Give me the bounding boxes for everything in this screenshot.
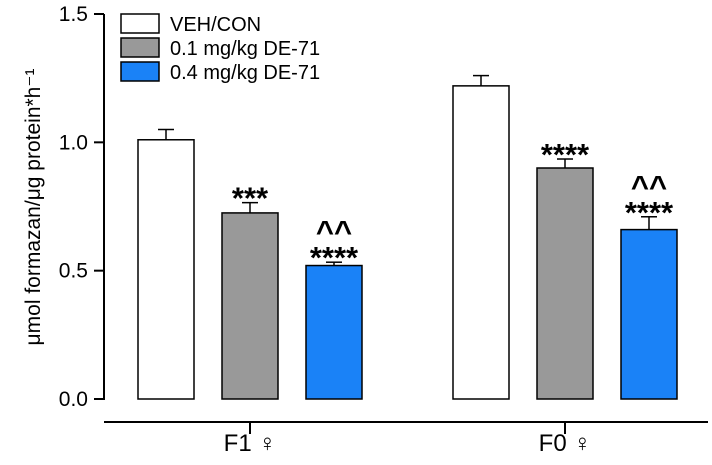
bar	[137, 139, 195, 400]
x-axis: F1 ♀ F0 ♀	[104, 421, 708, 457]
significance-label: ****	[625, 195, 674, 230]
legend-swatch	[120, 61, 160, 82]
y-tick-label: 1.0	[59, 131, 88, 154]
y-tick-label: 0.0	[59, 388, 88, 411]
bars: *******^^********^^	[137, 74, 678, 400]
bar	[305, 264, 363, 400]
y-tick-label: 0.5	[59, 260, 88, 283]
legend-swatch	[120, 37, 160, 58]
significance-label: ***	[232, 181, 269, 216]
significance-label: ^^	[316, 214, 352, 249]
legend-label: 0.1 mg/kg DE-71	[170, 38, 320, 60]
significance-label: ****	[310, 240, 359, 275]
legend-swatch	[120, 13, 160, 34]
x-tick-label: F0 ♀	[539, 430, 592, 457]
x-tick-label: F1 ♀	[224, 430, 277, 457]
bar	[620, 228, 678, 400]
significance-label: ****	[541, 137, 590, 172]
y-tick-label: 1.5	[59, 3, 88, 26]
significance-label: ^^	[631, 169, 667, 204]
bar	[452, 85, 510, 400]
legend-label: 0.4 mg/kg DE-71	[170, 62, 320, 84]
y-axis: 0.0 0.5 1.0 1.5	[59, 3, 105, 411]
y-axis-label: μmol formazan/μg protein*h⁻¹	[22, 69, 45, 346]
bar	[536, 167, 594, 400]
legend-label: VEH/CON	[170, 14, 261, 36]
bar	[221, 212, 279, 400]
